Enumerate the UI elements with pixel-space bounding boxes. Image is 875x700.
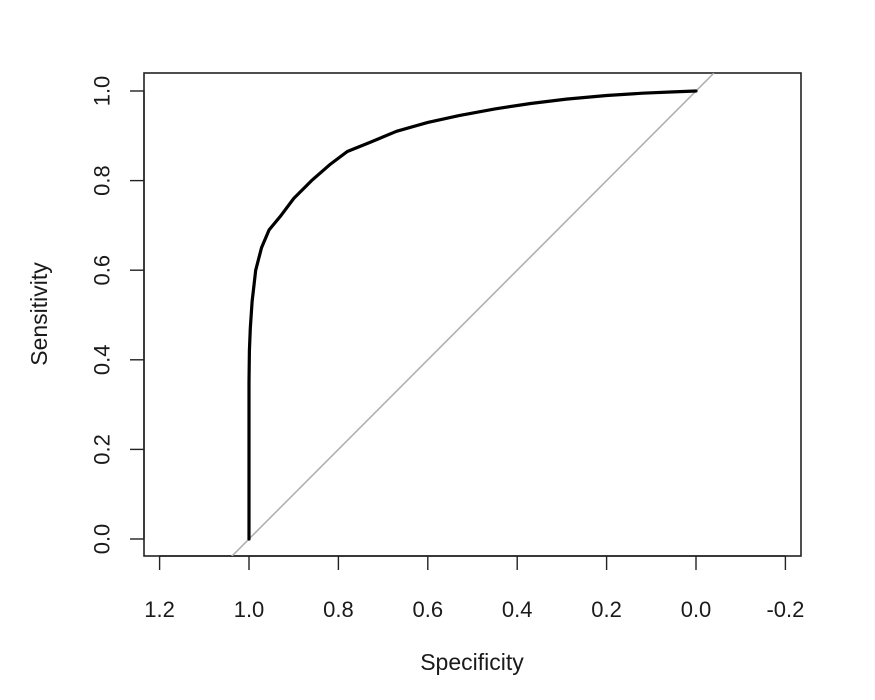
y-tick-label: 0.4: [90, 345, 115, 376]
x-tick-label: 0.4: [502, 597, 533, 622]
y-axis-title: Sensitivity: [26, 262, 52, 366]
x-tick-label: 1.2: [144, 597, 175, 622]
y-tick-label: 0.6: [90, 255, 115, 286]
reference-diagonal-line: [230, 73, 715, 556]
x-tick-label: 0.2: [591, 597, 622, 622]
x-tick-label: -0.2: [766, 597, 804, 622]
roc-curve-line: [247, 89, 698, 541]
x-tick-label: 0.0: [681, 597, 712, 622]
y-tick-label: 0.2: [90, 434, 115, 465]
y-tick-label: 0.8: [90, 165, 115, 196]
y-tick-label: 0.0: [90, 524, 115, 555]
x-tick-label: 0.8: [323, 597, 354, 622]
x-tick-label: 0.6: [413, 597, 444, 622]
y-tick-label: 1.0: [90, 76, 115, 107]
plot-area: [230, 73, 715, 556]
y-axis: 0.0 0.2 0.4 0.6 0.8 1.0: [90, 76, 145, 555]
x-tick-label: 1.0: [234, 597, 265, 622]
x-axis: 1.2 1.0 0.8 0.6 0.4 0.2 0.0 -0.2: [144, 555, 804, 622]
x-axis-title: Specificity: [420, 649, 524, 675]
